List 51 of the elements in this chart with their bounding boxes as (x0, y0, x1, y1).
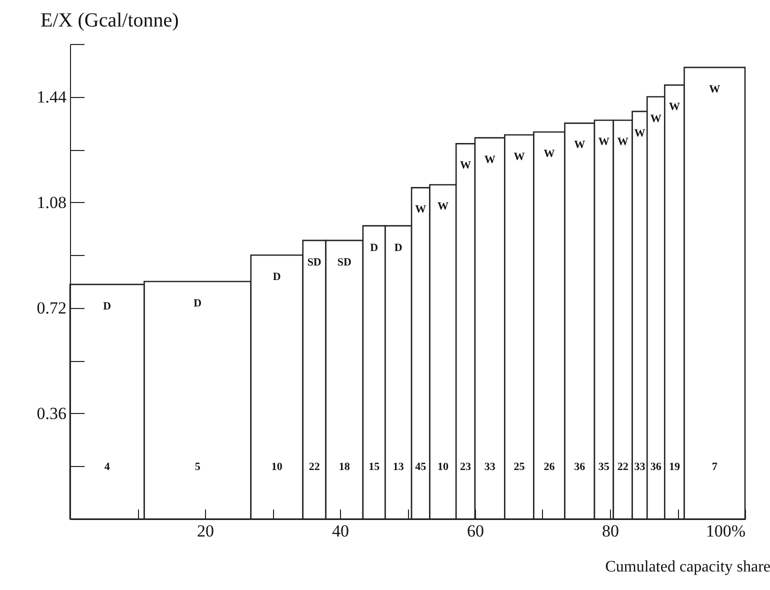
annotation: 10 (271, 461, 283, 473)
annotation: 4 (104, 461, 110, 473)
annotation: D (194, 298, 202, 310)
annotation: D (272, 271, 281, 284)
annotation: 15 (368, 461, 380, 473)
annotation: 19 (668, 461, 680, 473)
annotation: 18 (338, 461, 350, 473)
annotation: W (460, 160, 472, 172)
annotation: 22 (308, 461, 320, 473)
annotation: D (370, 242, 378, 254)
annotation: W (514, 150, 525, 163)
annotation: SD (337, 256, 352, 268)
x-tick-label: 100% (706, 522, 746, 540)
annotation: 7 (712, 461, 718, 473)
annotation: W (617, 136, 628, 148)
annotation: W (650, 112, 662, 125)
annotation: 45 (415, 461, 427, 473)
annotation: W (668, 101, 680, 114)
annotation: 36 (574, 461, 586, 473)
annotation: 26 (544, 461, 556, 473)
annotation: 33 (484, 461, 496, 473)
annotation: 22 (617, 461, 629, 473)
x-tick-label: 40 (332, 522, 349, 540)
annotation: SD (307, 256, 322, 268)
x-tick-label: 60 (467, 522, 484, 540)
annotation: W (709, 83, 720, 96)
x-axis-title: Cumulated capacity share (605, 558, 770, 576)
annotation: D (394, 242, 402, 254)
annotation: W (544, 148, 555, 160)
y-axis-title: E/X (Gcal/tonne) (40, 10, 179, 32)
annotation: D (103, 300, 112, 312)
annotation: 13 (392, 461, 404, 473)
annotation: W (484, 154, 496, 166)
annotation: 36 (650, 461, 662, 473)
y-tick-label: 0.72 (36, 298, 66, 318)
annotation: W (415, 204, 426, 216)
y-tick-label: 1.44 (36, 87, 67, 106)
annotation: W (574, 139, 586, 152)
annotation: W (634, 127, 646, 140)
annotation: 5 (194, 461, 201, 473)
annotation: 23 (460, 461, 472, 473)
x-tick-label: 80 (602, 522, 619, 540)
annotation: W (598, 136, 610, 148)
y-tick-label: 1.08 (36, 192, 66, 212)
annotation: W (437, 200, 448, 213)
annotation: 35 (598, 461, 610, 473)
y-tick-label: 0.36 (36, 404, 66, 423)
annotation: 33 (634, 461, 646, 473)
annotation: 25 (514, 461, 526, 473)
x-tick-label: 20 (197, 522, 214, 540)
annotation: 10 (437, 461, 449, 473)
